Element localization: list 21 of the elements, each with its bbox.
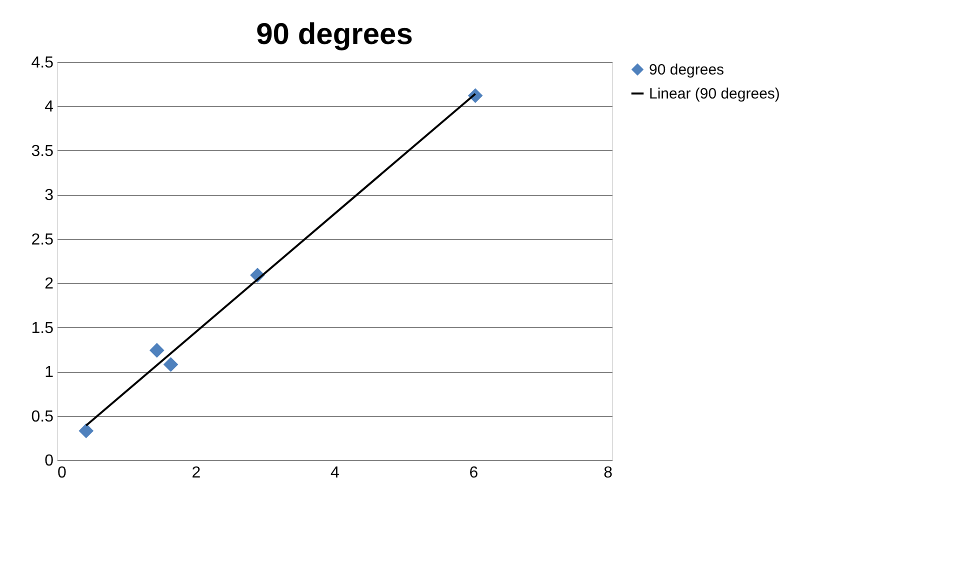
x-tick-label: 0 — [58, 464, 66, 482]
y-tick-label: 2 — [44, 276, 54, 293]
x-tick-label: 8 — [604, 464, 613, 482]
y-tick-label: 4 — [44, 98, 54, 116]
y-tick-label: 0 — [44, 452, 54, 470]
x-tick-label: 6 — [469, 464, 478, 482]
point — [149, 342, 164, 358]
y-tick-label: 0.5 — [31, 408, 54, 426]
x-tick-label: 2 — [192, 464, 201, 482]
y-tick-label: 3 — [44, 187, 54, 204]
legend-label: Linear (90 degrees) — [649, 86, 780, 102]
y-tick-label: 1 — [44, 364, 54, 382]
x-tick-label: 4 — [330, 464, 340, 482]
y-tick-label: 3.5 — [31, 142, 54, 160]
point — [78, 423, 94, 438]
point — [163, 357, 178, 372]
y-tick-label: 4.5 — [31, 54, 54, 72]
legend-label: 90 degrees — [649, 62, 724, 78]
y-tick-label: 2.5 — [31, 231, 54, 248]
chart-title: 90 degrees — [256, 18, 413, 51]
y-tick-label: 1.5 — [31, 320, 54, 337]
